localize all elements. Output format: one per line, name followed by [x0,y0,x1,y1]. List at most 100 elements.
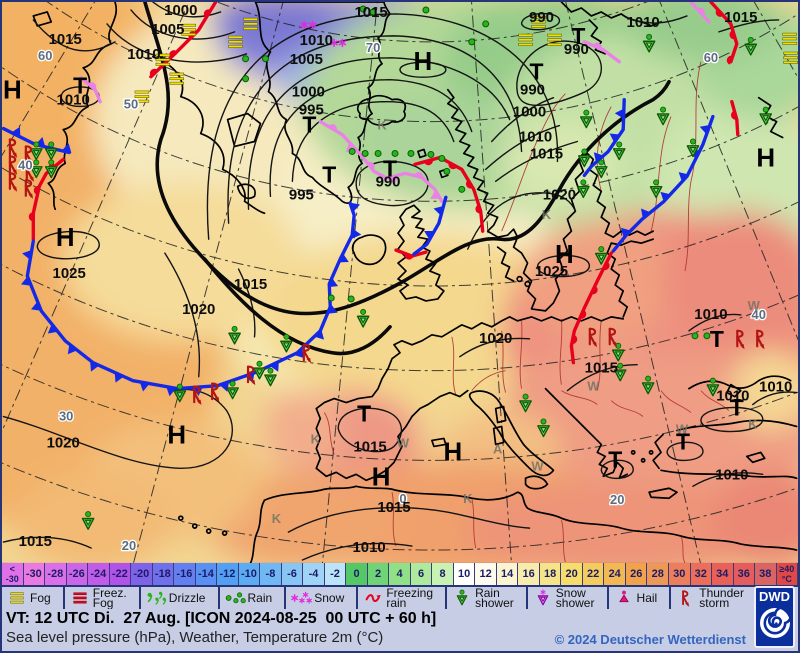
colorbar-cell: 12 [475,563,497,585]
front-pip [475,204,482,214]
occluded-front [582,40,621,64]
pressure-label: 1015 [530,145,563,162]
warm-front [730,99,740,137]
pressure-label: 990 [376,173,401,190]
graticule-label: 70 [366,40,380,55]
dot-symbol [348,147,356,155]
parameter-line: Sea level pressure (hPa), Weather, Tempe… [6,629,384,646]
graticule-label: 20 [610,492,624,507]
dot-symbol [242,75,250,83]
colorbar-cell: 18 [539,563,562,585]
colorbar-cell: 26 [625,563,648,585]
legend-item-fog: Fog [2,587,65,609]
legend-item-snow: Snow [286,587,359,609]
city-letter: W [748,298,761,313]
pressure-label: 1015 [234,276,267,293]
dot-symbol [691,332,699,340]
low-center-label: T [302,112,316,138]
isobars [2,2,798,561]
low-center-label: T [530,59,544,85]
pressure-label: 1025 [535,263,568,280]
front-pip [269,361,279,372]
colorbar-cell: -16 [174,563,196,585]
coastlines [32,2,798,563]
front-pip [697,7,705,16]
front-pip [414,172,424,178]
colorbar-cell: 30 [668,563,691,585]
colorbar-cell: -10 [238,563,261,585]
pressure-label: 1010 [759,379,792,396]
front-pip [726,55,733,65]
colorbar-cell: 28 [647,563,669,585]
city-letter: W [676,421,689,436]
pressure-label: 995 [299,102,324,119]
front-pip [21,276,32,286]
city-letter: W [397,435,410,450]
front-pip [314,329,325,340]
legend-item-freezing-rain: Freezing rain [358,587,448,609]
front-pip [591,285,598,295]
colorbar-cell: 14 [496,563,519,585]
high-center-label: H [56,224,75,252]
front-pip [423,159,433,166]
front-pip [579,309,587,319]
pressure-label: 1010 [694,306,727,323]
low-center-label: T [710,326,724,352]
pressure-label: 1020 [182,301,215,318]
high-center-label: H [3,77,22,105]
front-pip [660,191,671,202]
pressure-label: 1015 [724,9,757,26]
colorbar-cell: -24 [88,563,110,585]
pressure-label: 1015 [354,4,387,21]
high-center-label: H [414,48,433,76]
front-pip [166,386,177,397]
high-center-label: H [167,421,186,449]
occluded-front [689,2,711,24]
pressure-label: 1015 [49,31,82,48]
low-center-label: T [730,395,744,421]
rain-icon [225,588,248,608]
fog-symbol [169,72,185,85]
colorbar-cell: -14 [195,563,218,585]
front-pip [729,30,736,40]
graticule-label: 50 [124,97,138,112]
thunderstorm-icon [682,590,691,608]
front-pip [602,261,610,271]
fronts-layer [2,2,740,397]
front-pip [31,301,42,311]
front-pip [169,50,178,58]
colorbar-cell: 34 [712,563,734,585]
low-center-label: T [383,155,397,181]
low-center-label: T [322,161,336,187]
graticule-label: 0 [399,491,406,506]
copyright-text: © 2024 Deutscher Wetterdienst [554,632,746,647]
colorbar-cell: 2 [367,563,390,585]
front-pip [351,228,362,239]
dwd-spiral-icon [759,606,792,638]
country-borders [323,61,730,563]
front-pip [61,143,72,153]
low-center-label: T [357,401,371,427]
pressure-label: 1010 [519,129,552,146]
freezing-fog-icon [73,592,87,604]
colorbar-cell: 38 [755,563,777,585]
colorbar-cell: 24 [604,563,626,585]
freezing-rain-icon [365,593,383,603]
legend-item-thunderstorm: Thunder storm [671,587,756,609]
colorbar-cell: -4 [303,563,325,585]
pressure-label: 1010 [127,46,160,63]
dwd-logo[interactable]: DWD [754,586,795,648]
city-letter: K [377,118,387,133]
low-center-label: T [571,23,585,49]
high-center-label: H [555,241,574,269]
colorbar-cell: ≥40 °C [776,563,798,585]
temperature-colorbar: < -30 -30 -28 -26 -24 -22 -20 -18 -16 -14 -12 -10 -8… [2,563,798,587]
pressure-label: 1020 [47,434,80,451]
city-letter: K [272,511,282,526]
front-pip [465,179,473,189]
front-pip [430,190,441,199]
front-pip [678,172,689,182]
pressure-label: 995 [289,186,314,203]
dot-symbol [407,149,415,157]
front-pip [67,344,78,355]
